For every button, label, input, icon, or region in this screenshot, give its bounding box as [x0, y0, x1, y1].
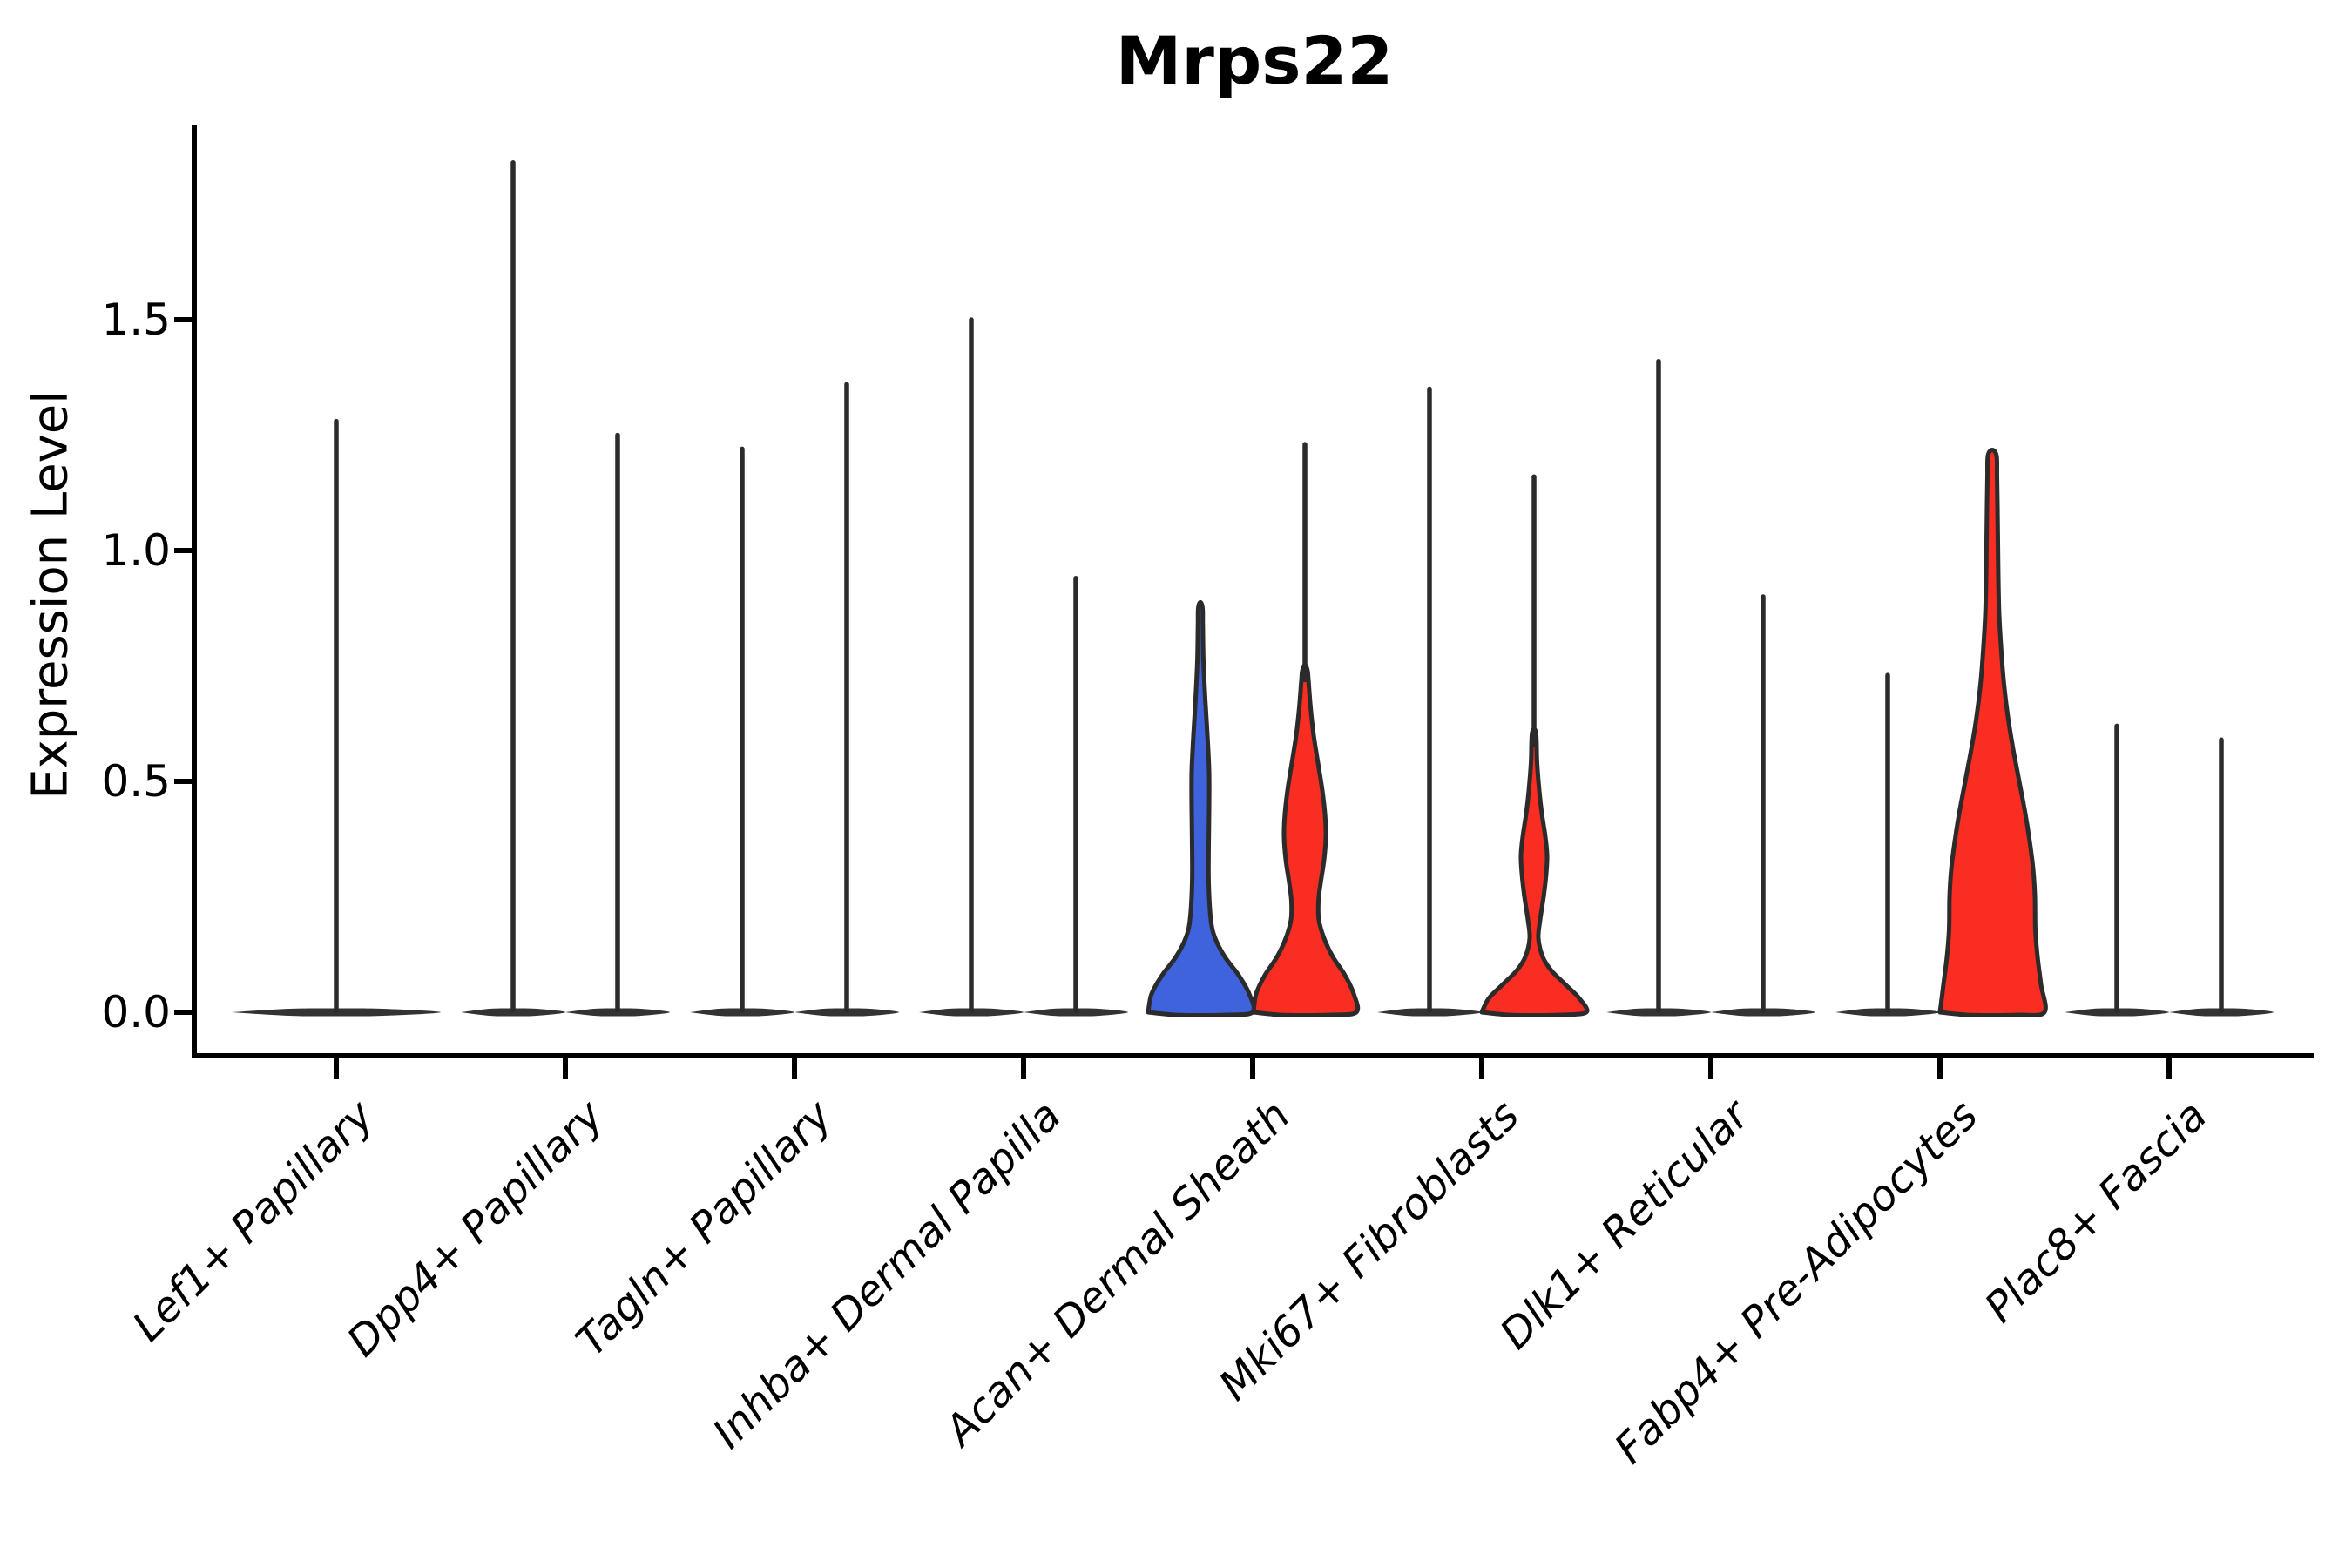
x-tick-mark	[1708, 1058, 1713, 1079]
x-tick-mark	[334, 1058, 339, 1079]
y-tick-label: 1.0	[101, 525, 171, 576]
y-tick-label: 0.5	[101, 756, 171, 807]
x-tick-mark	[1479, 1058, 1484, 1079]
y-tick-mark	[174, 1010, 193, 1015]
x-axis-spine	[192, 1053, 2314, 1058]
y-axis-label: Expression Level	[22, 390, 79, 800]
x-tick-mark	[563, 1058, 568, 1079]
violin-red	[1479, 727, 1590, 1018]
x-tick-mark	[792, 1058, 797, 1079]
x-tick-mark	[1250, 1058, 1255, 1079]
violin-blue	[1146, 599, 1257, 1018]
y-tick-label: 1.5	[101, 294, 171, 345]
violin-red	[1251, 662, 1361, 1018]
x-tick-mark	[1021, 1058, 1026, 1079]
y-tick-mark	[174, 779, 193, 784]
x-tick-mark	[1937, 1058, 1943, 1079]
chart-title: Mrps22	[1115, 22, 1394, 99]
y-tick-mark	[174, 317, 193, 322]
y-tick-label: 0.0	[101, 987, 171, 1037]
violin-red	[1937, 448, 2048, 1018]
x-tick-mark	[2166, 1058, 2172, 1079]
y-axis-spine	[192, 125, 197, 1058]
y-tick-mark	[174, 548, 193, 553]
